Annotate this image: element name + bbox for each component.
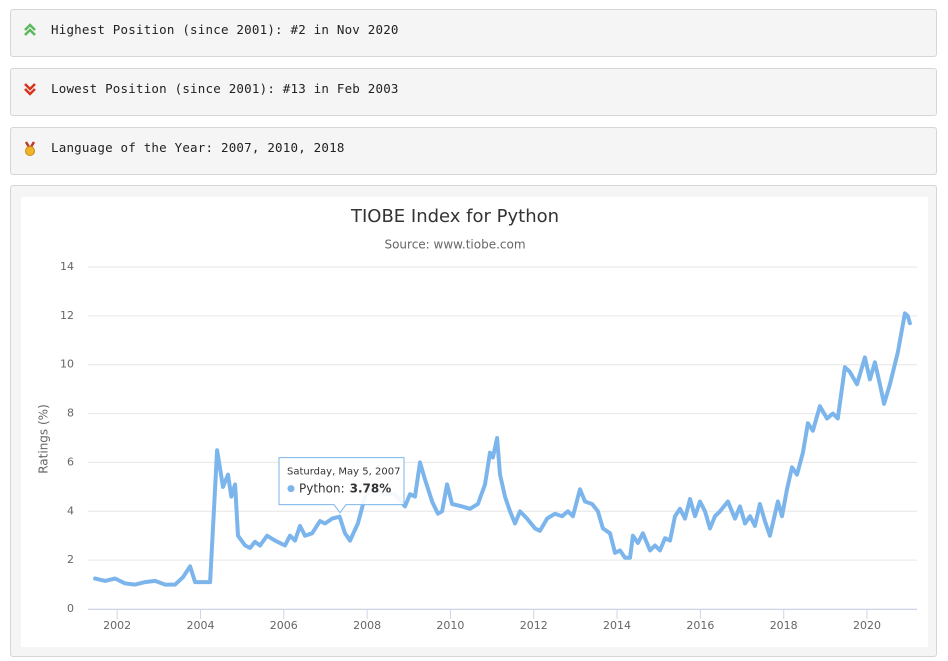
tooltip: Saturday, May 5, 2007 Python: 3.78%	[278, 457, 405, 514]
medal-icon	[24, 141, 36, 156]
down-icon	[24, 83, 36, 96]
y-tick-label: 12	[60, 309, 74, 322]
tooltip-value: Python: 3.78%	[299, 481, 391, 495]
x-tick-label: 2010	[436, 619, 464, 632]
x-tick-label: 2012	[520, 619, 548, 632]
up-icon	[24, 23, 36, 36]
info-text: Language of the Year: 2007, 2010, 2018	[51, 140, 345, 155]
y-tick-label: 10	[60, 358, 74, 371]
highest-position-box: Highest Position (since 2001): #2 in Nov…	[10, 9, 937, 57]
x-tick-label: 2018	[770, 619, 798, 632]
chart: TIOBE Index for Python Source: www.tiobe…	[21, 197, 928, 647]
info-text: Lowest Position (since 2001): #13 in Feb…	[51, 81, 399, 96]
tooltip-value-label: 3.78%	[350, 481, 392, 495]
x-tick-label: 2004	[186, 619, 214, 632]
y-tick-label: 2	[67, 553, 74, 566]
x-tick-label: 2008	[353, 619, 381, 632]
y-tick-label: 14	[60, 260, 74, 273]
info-text: Highest Position (since 2001): #2 in Nov…	[51, 22, 399, 37]
chart-container: TIOBE Index for Python Source: www.tiobe…	[10, 185, 937, 657]
y-tick-label: 8	[67, 407, 74, 420]
chart-title: TIOBE Index for Python	[350, 206, 559, 227]
language-of-year-box: Language of the Year: 2007, 2010, 2018	[10, 127, 937, 175]
tooltip-box	[278, 457, 405, 514]
y-tick-label: 0	[67, 602, 74, 615]
series-line	[93, 311, 912, 587]
lowest-position-box: Lowest Position (since 2001): #13 in Feb…	[10, 68, 937, 116]
y-tick-label: 4	[67, 504, 74, 517]
x-tick-label: 2006	[270, 619, 298, 632]
y-tick-label: 6	[67, 455, 74, 468]
tooltip-dot	[287, 485, 295, 493]
tooltip-date: Saturday, May 5, 2007	[287, 467, 400, 478]
chart-background	[21, 197, 928, 647]
x-tick-label: 2014	[603, 619, 631, 632]
x-tick-label: 2016	[686, 619, 714, 632]
tooltip-label: Python:	[299, 481, 345, 495]
x-tick-label: 2002	[103, 619, 131, 632]
y-axis-title: Ratings (%)	[37, 404, 51, 474]
x-tick-label: 2020	[853, 619, 881, 632]
chart-subtitle: Source: www.tiobe.com	[384, 238, 525, 252]
